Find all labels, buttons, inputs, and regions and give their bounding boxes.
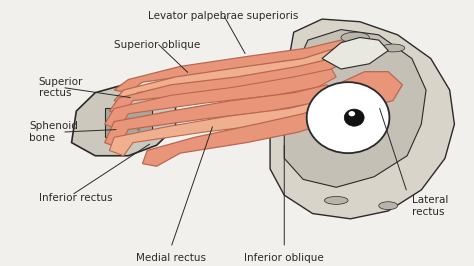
Ellipse shape <box>379 202 398 210</box>
Polygon shape <box>322 38 388 69</box>
Text: Sphenoid
bone: Sphenoid bone <box>29 121 78 143</box>
Text: Superior
rectus: Superior rectus <box>38 77 83 98</box>
Text: Inferior oblique: Inferior oblique <box>245 253 324 263</box>
Ellipse shape <box>341 32 369 43</box>
Polygon shape <box>109 59 341 114</box>
Ellipse shape <box>381 44 405 52</box>
Polygon shape <box>270 19 455 219</box>
Ellipse shape <box>307 82 390 153</box>
Polygon shape <box>143 103 341 166</box>
Text: Inferior rectus: Inferior rectus <box>38 193 112 203</box>
Text: Lateral
rectus: Lateral rectus <box>412 195 448 217</box>
Polygon shape <box>331 72 402 109</box>
Text: Levator palpebrae superioris: Levator palpebrae superioris <box>147 11 298 21</box>
Ellipse shape <box>348 111 355 116</box>
Text: Medial rectus: Medial rectus <box>136 253 206 263</box>
Bar <box>105 109 152 137</box>
Polygon shape <box>72 85 175 156</box>
Polygon shape <box>114 48 346 103</box>
Polygon shape <box>105 85 336 148</box>
Text: Superior oblique: Superior oblique <box>114 40 200 50</box>
Polygon shape <box>109 101 331 156</box>
Polygon shape <box>114 40 350 93</box>
Polygon shape <box>105 69 336 130</box>
Ellipse shape <box>344 109 364 126</box>
Ellipse shape <box>324 197 348 204</box>
Polygon shape <box>284 30 426 187</box>
